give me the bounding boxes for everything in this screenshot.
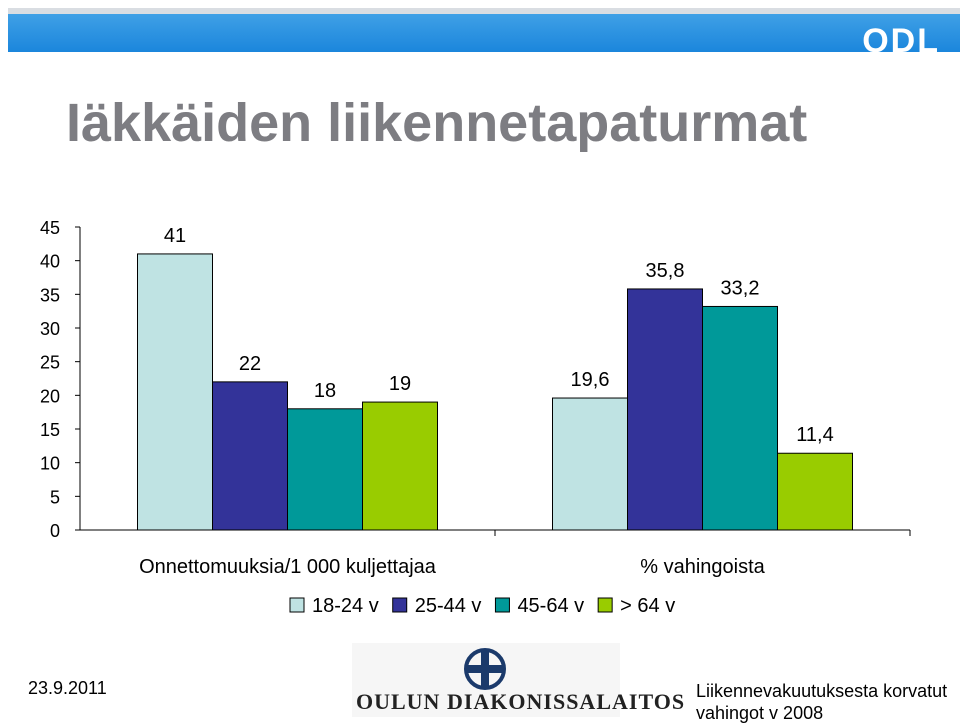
cross-emblem-icon (464, 648, 506, 690)
bar (362, 401, 438, 531)
legend-swatch (392, 597, 408, 613)
diakonissalaitos-logo: OULUN DIAKONISSALAITOS (352, 643, 684, 717)
data-label: 19 (389, 373, 411, 395)
data-label: 35,8 (646, 260, 685, 282)
footer-source-line2: vahingot v 2008 (696, 703, 824, 723)
y-tick-label: 15 (40, 420, 60, 440)
data-label: 41 (164, 225, 186, 247)
legend-swatch (494, 597, 510, 613)
data-label: 11,4 (796, 424, 833, 446)
slide-title: Iäkkäiden liikennetapaturmat (66, 93, 808, 153)
y-tick-label: 25 (40, 353, 60, 373)
legend-label: 25-44 v (415, 595, 482, 617)
footer-source: Liikennevakuutuksesta korvatut vahingot … (696, 680, 947, 724)
bar (137, 253, 213, 531)
legend-label: 18-24 v (312, 595, 379, 617)
data-label: 22 (239, 353, 261, 375)
y-tick-label: 35 (40, 285, 60, 305)
y-tick-label: 40 (40, 252, 60, 272)
legend-label: > 64 v (620, 595, 675, 617)
bar-chart: 0 5 10 15 20 25 30 35 40 45 41 22 18 19 Onnettomuuksia… (40, 218, 911, 617)
y-tick-label: 5 (50, 487, 60, 507)
header-bar (8, 14, 960, 52)
y-tick-label: 30 (40, 319, 60, 339)
legend-swatch (597, 597, 613, 613)
x-category-label: Onnettomuuksia/1 000 kuljettajaa (139, 556, 437, 578)
odl-logo: ODL (862, 22, 940, 60)
bar (552, 397, 628, 531)
y-tick-label: 0 (50, 521, 60, 541)
y-tick-label: 10 (40, 454, 60, 474)
legend-swatch (289, 597, 305, 613)
logo-text: OULUN DIAKONISSALAITOS (356, 689, 686, 714)
footer-date: 23.9.2011 (28, 678, 107, 698)
bar (212, 381, 288, 531)
bar (627, 288, 703, 531)
data-label: 19,6 (571, 369, 610, 391)
data-label: 18 (314, 380, 336, 402)
data-label: 33,2 (721, 277, 760, 299)
header-stripe (8, 8, 960, 14)
y-tick-label: 45 (40, 218, 60, 238)
bar (777, 452, 853, 531)
x-category-label: % vahingoista (640, 556, 765, 578)
bar (702, 305, 778, 531)
bar (287, 408, 363, 531)
legend-label: 45-64 v (517, 595, 584, 617)
y-tick-label: 20 (40, 386, 60, 406)
footer-source-line1: Liikennevakuutuksesta korvatut (696, 681, 948, 701)
